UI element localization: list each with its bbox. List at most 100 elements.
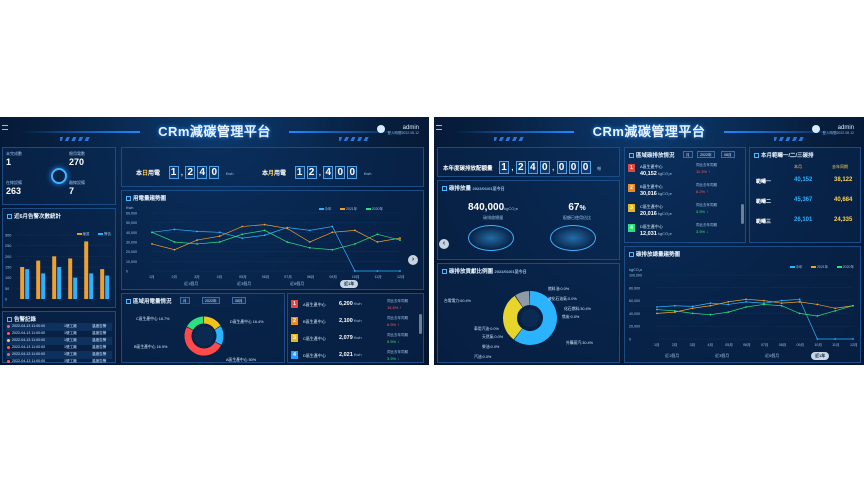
axis-unit: Kwh (126, 206, 133, 210)
data-point (780, 299, 783, 302)
table-row[interactable]: 2022-04-13 11:00:00 1號工廠 溫度告警 (6, 330, 112, 338)
ranking-item[interactable]: 4 D區生產中心 12,031kgCO₂e 同比去年同期 3.5% ↓ (628, 222, 737, 238)
ranking-item[interactable]: 1 A區生產中心 6,200Kwh 同比去年同期 15.5% ↑ (291, 298, 419, 314)
range-6m[interactable]: 近6個月 (290, 281, 305, 286)
table-row[interactable]: 2022-04-13 11:00:00 1號工廠 溫度告警 (6, 351, 112, 359)
header: CRm減碳管理平台 admin 登入時間2022.08.12 (434, 117, 864, 145)
menu-icon[interactable] (436, 125, 442, 130)
bar-severe (84, 241, 89, 299)
data-point (745, 298, 747, 301)
stat-card: 離線設備 7 (69, 180, 85, 196)
alarm-time-text: 2022-04-13 11:00:00 (12, 331, 46, 335)
data-point (834, 309, 837, 312)
range-3m[interactable]: 近3個月 (715, 353, 730, 358)
data-point (709, 304, 712, 307)
stat-card: 在線設備 263 (6, 180, 22, 196)
col-header: 去年同期 (832, 164, 848, 169)
scrollbar[interactable] (419, 314, 422, 334)
slice-label: D區生產中心 16.4% (230, 319, 264, 324)
donut-slice (503, 295, 524, 340)
ranking-item[interactable]: 2 B區生產中心 2,100Kwh 同比去年同期 6.5% ↑ (291, 315, 419, 331)
donut-slice (515, 291, 531, 308)
data-point (816, 303, 819, 306)
rank-name: B區生產中心 (640, 184, 663, 189)
bar-severe (68, 258, 73, 299)
alarm-time: 2022-04-13 11:00:00 (7, 331, 45, 335)
year-select[interactable]: 2022年 (697, 151, 715, 158)
range-1m[interactable]: 近1個月 (184, 281, 199, 286)
y-tick-label: 60,000 (126, 212, 137, 216)
legend-item: 警告 (98, 232, 111, 237)
region-ranking-panel: 區域碳排放情況 月 2022年 08月 1 A區生產中心 40,152kgCO₂e 同… (624, 147, 746, 243)
source-label: 焦炭:0.0% (562, 314, 580, 319)
arrow-down-icon: ↓ (705, 229, 709, 234)
scope-last: 40,684 (834, 197, 853, 203)
table-row[interactable]: 2022-04-13 11:00:00 1號工廠 溫度告警 (6, 337, 112, 345)
data-point (399, 270, 401, 272)
source-label: 柴油:0.0% (482, 344, 500, 349)
prev-arrow-button[interactable]: ‹ (439, 239, 449, 249)
user-menu[interactable]: admin 登入時間2022.08.12 (377, 125, 419, 136)
month-select[interactable]: 08月 (721, 151, 735, 158)
range-1m[interactable]: 近1個月 (665, 353, 680, 358)
period-select[interactable]: 月 (683, 151, 693, 158)
range-1y[interactable]: 近1年 (811, 352, 830, 360)
rank-badge: 1 (291, 300, 298, 308)
x-tick-label: 06月 (743, 342, 751, 347)
emission-panel: 碳排放量 2022/01/01至今日 840,000kgCO₂e 碳排放總量 6… (437, 180, 620, 260)
rank-value: 6,200Kwh (339, 301, 362, 307)
carbon-trend-chart: kgCO₂e 100,000 80,000 60,000 40,000 20,000 0 1月… (629, 268, 858, 347)
range-3m[interactable]: 近3個月 (237, 281, 252, 286)
data-point (173, 241, 176, 243)
data-point (331, 225, 334, 228)
digit-box: 0 (556, 161, 567, 174)
range-6m[interactable]: 近6個月 (765, 353, 780, 358)
ranking-item[interactable]: 3 C區生產中心 20,016kgCO₂e 同比去年同期 3.5% ↓ (628, 202, 737, 218)
alarm-chart-panel: 近6月告警次數統計 嚴重 警告 300 250 200 150 100 50 0 (2, 208, 116, 308)
y-tick-label: 50 (5, 287, 9, 291)
ranking-item[interactable]: 1 A區生產中心 40,152kgCO₂e 同比去年同期 11.3% ↑ (628, 162, 737, 178)
usage-trend-title: 用電量趨勢圖 (126, 194, 166, 202)
y-tick-label: 20,000 (629, 325, 640, 329)
scope-name: 範疇一 (756, 179, 772, 185)
rank-name: A區生產中心 (640, 164, 663, 169)
x-tick-label: 3月 (690, 342, 696, 347)
source-title: 碳排放貢獻比例圖 2022/01/01至今日 (442, 267, 527, 275)
data-point (745, 300, 747, 303)
series-line (151, 226, 400, 272)
range-1y[interactable]: 近1年 (340, 280, 359, 288)
rank-name: A區生產中心 (303, 302, 326, 307)
data-point (727, 300, 730, 303)
rank-name: D區生產中心 (640, 224, 663, 229)
table-row[interactable]: 2022-04-13 11:00:00 1號工廠 溫度告警 (6, 323, 112, 331)
stat-card: 未完成數 1 (6, 151, 22, 167)
user-name: admin (402, 125, 419, 131)
month-select[interactable]: 08月 (232, 297, 246, 304)
next-arrow-button[interactable]: › (408, 255, 418, 265)
ranking-item[interactable]: 3 C區生產中心 2,079Kwh 同比去年同期 5.5% ↓ (291, 332, 419, 348)
scrollbar[interactable] (741, 204, 744, 224)
y-tick-label: 0 (5, 298, 7, 302)
alarm-time: 2022-04-13 11:00:00 (7, 324, 45, 328)
data-point (376, 233, 379, 236)
x-tick-label: 3月 (194, 274, 200, 279)
y-tick-label: 200 (5, 255, 11, 259)
digit-box: 0 (209, 166, 220, 179)
period-select[interactable]: 月 (180, 297, 190, 304)
usage-trend-chart: Kwh 60,000 50,000 40,000 30,000 20,000 10,000 0… (126, 206, 405, 279)
rank-compare-label: 同比去年同期 (696, 223, 717, 227)
ranking-item[interactable]: 4 D區生產中心 2,021Kwh 同比去年同期 3.5% ↓ (291, 349, 419, 365)
menu-icon[interactable] (2, 125, 8, 130)
table-row[interactable]: 2022-04-13 11:00:00 1號工廠 溫度告警 (6, 358, 112, 365)
digit-box: 2 (515, 161, 526, 174)
year-select[interactable]: 2022年 (202, 297, 220, 304)
ranking-item[interactable]: 2 B區生產中心 30,016kgCO₂e 同比去年同期 6.2% ↑ (628, 182, 737, 198)
user-menu[interactable]: admin 登入時間2022.08.12 (812, 125, 854, 136)
alarm-type: 溫度告警 (92, 338, 107, 342)
rank-badge: 4 (291, 351, 298, 359)
series-line (656, 298, 854, 314)
data-point (286, 241, 289, 243)
data-point (709, 302, 712, 305)
table-row[interactable]: 2022-04-13 11:00:00 1號工廠 溫度告警 (6, 344, 112, 352)
